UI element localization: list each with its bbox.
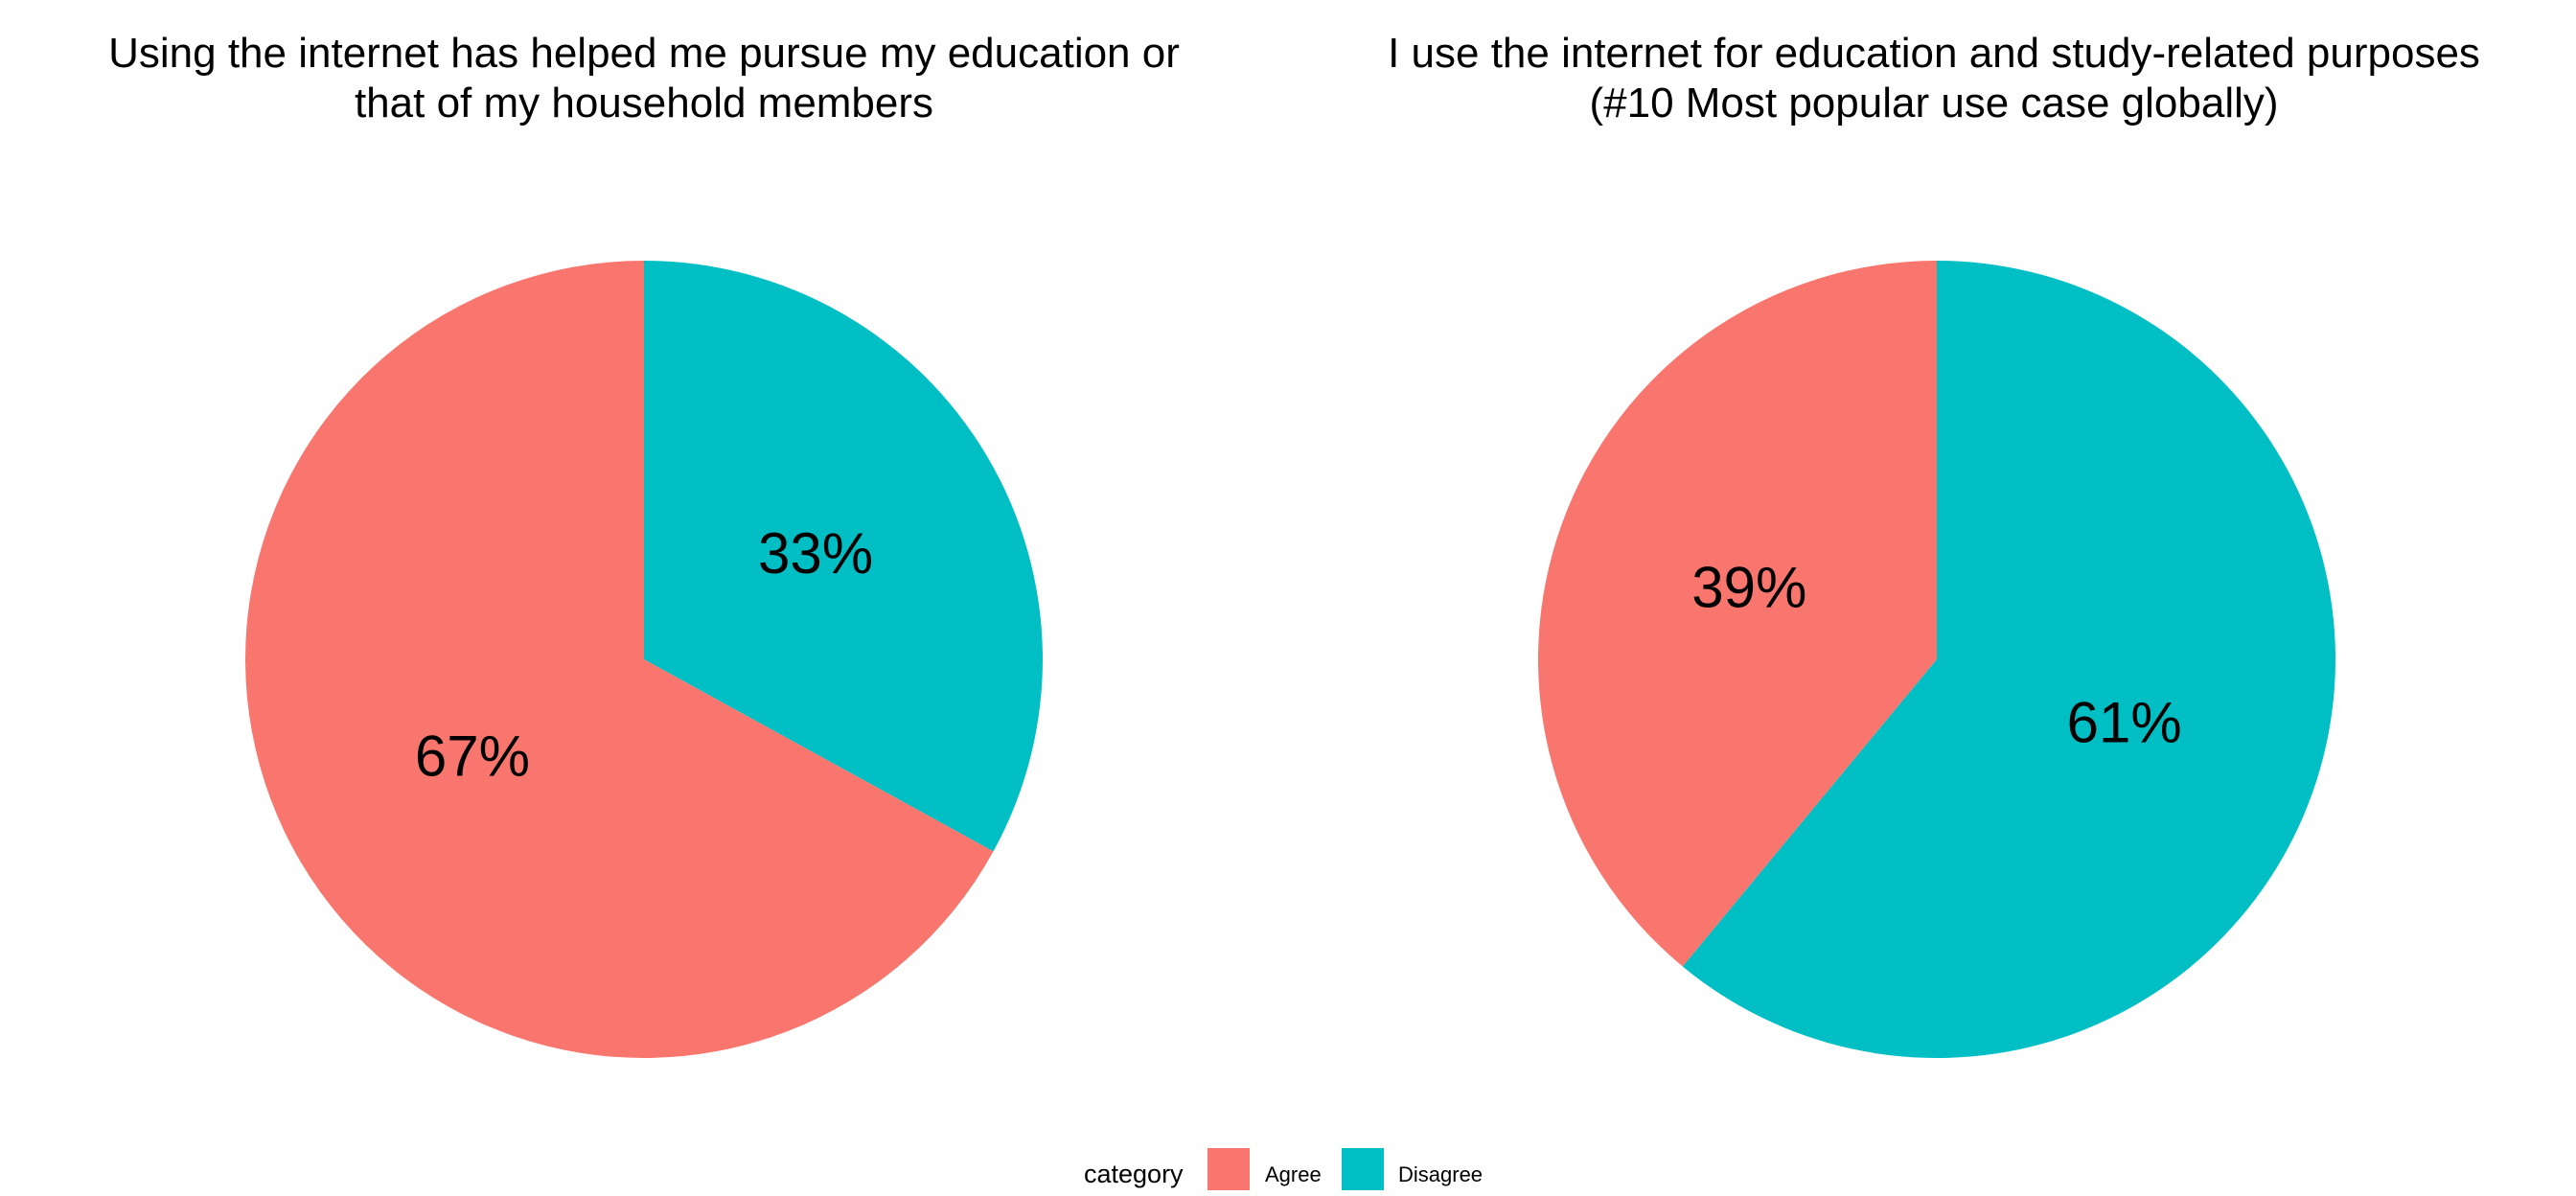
pie-slice-1-disagree [1682, 261, 2335, 1058]
chart-title-left: Using the internet has helped me pursue … [108, 30, 1180, 126]
pie-label-1-disagree: 61% [2067, 690, 2182, 754]
pie-label-1-agree: 39% [1691, 555, 1806, 619]
pie-slice-0-agree [245, 261, 994, 1058]
pie-slice-0-disagree [644, 261, 1043, 852]
legend-title: category [1084, 1160, 1184, 1188]
legend: category Agree Disagree [0, 1148, 2576, 1196]
legend-label-disagree: Disagree [1398, 1162, 1484, 1186]
pie-label-0-disagree: 33% [758, 521, 873, 586]
pie-label-0-agree: 67% [415, 724, 530, 789]
pie-slice-1-agree [1537, 261, 1937, 967]
legend-label-agree: Agree [1265, 1162, 1322, 1186]
legend-swatch-disagree [1342, 1148, 1384, 1190]
chart-title-right: I use the internet for education and stu… [1388, 30, 2480, 126]
legend-swatch-agree [1208, 1148, 1250, 1190]
